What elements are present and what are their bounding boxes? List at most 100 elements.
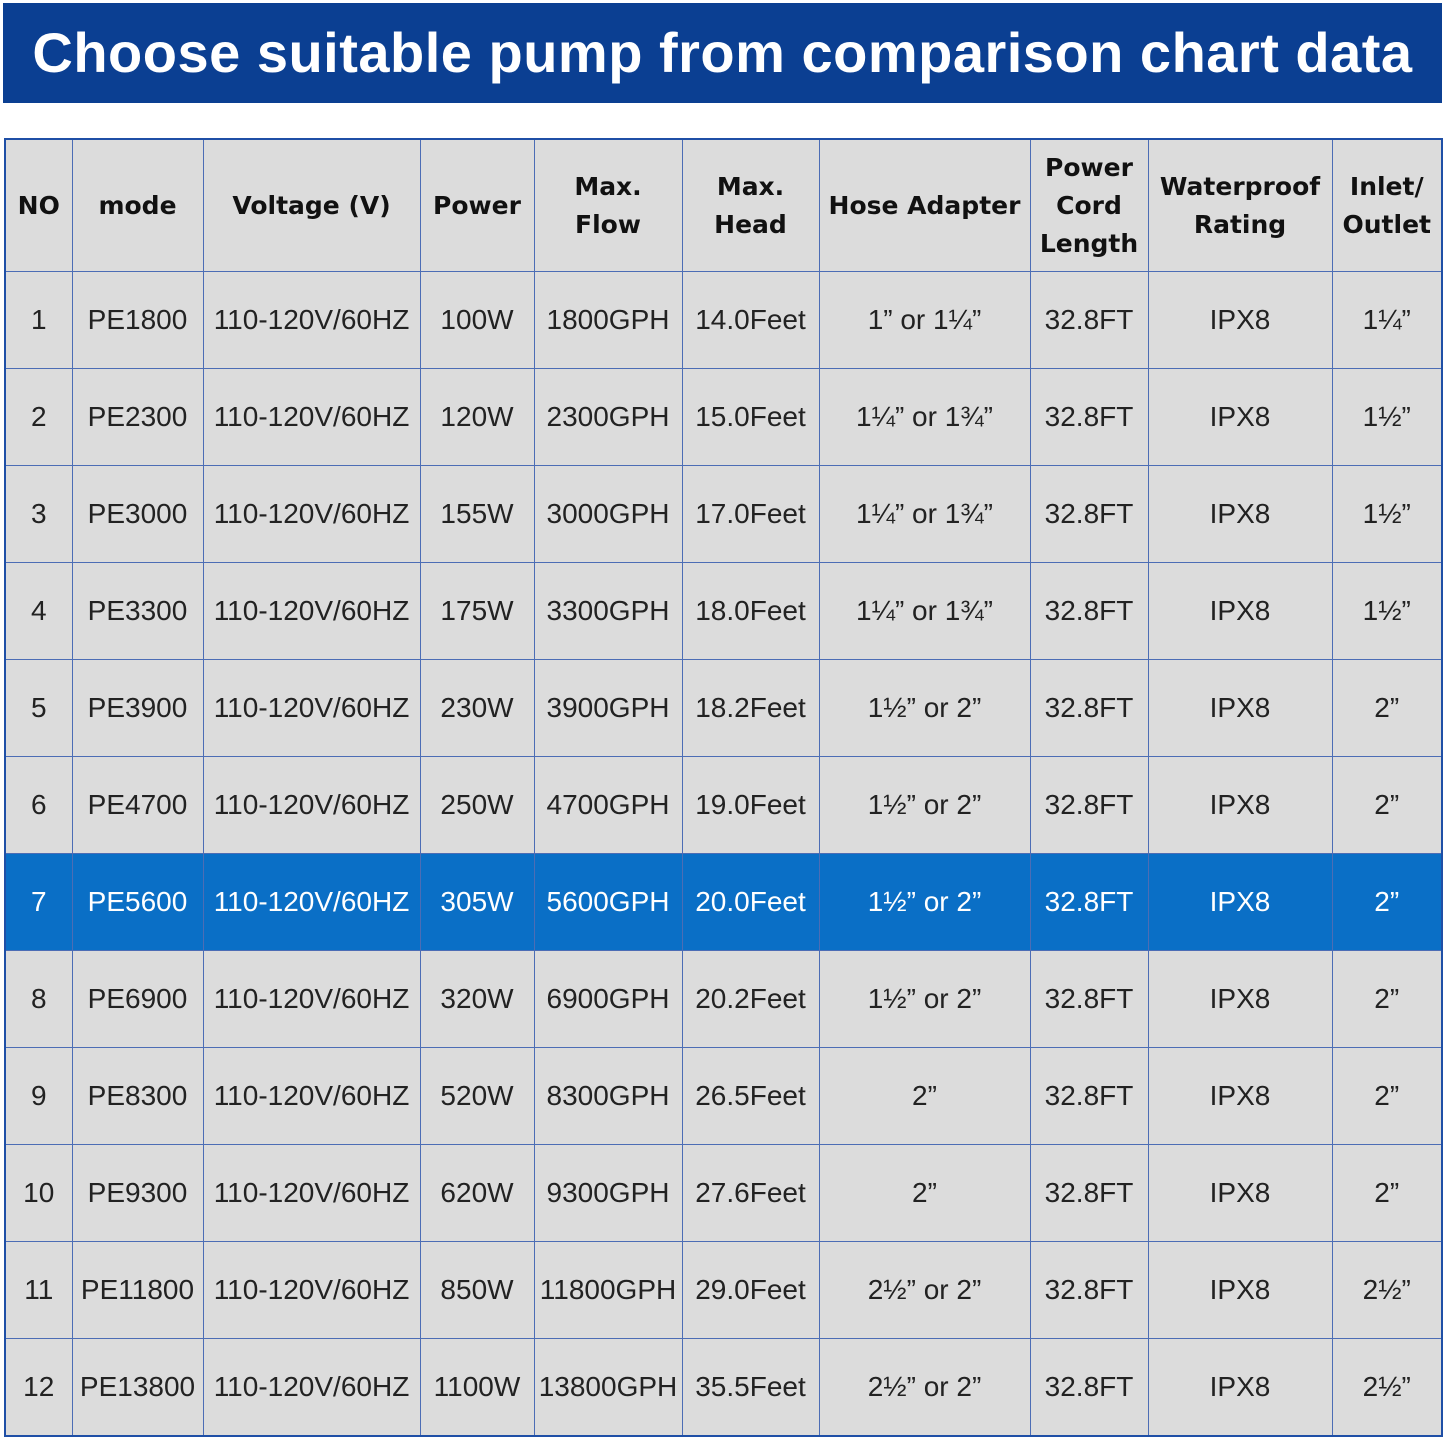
table-cell: 110-120V/60HZ [202,853,421,951]
table-cell: 1½” or 2” [818,853,1031,951]
table-cell: 5600GPH [533,853,683,951]
table-cell: 2” [1331,853,1443,951]
table-cell: PE11800 [71,1241,204,1339]
table-cell: 110-120V/60HZ [202,1338,421,1437]
table-cell: 620W [419,1144,535,1242]
table-cell: PE4700 [71,756,204,854]
column-header: Inlet/ Outlet [1331,138,1443,272]
table-cell: 32.8FT [1029,368,1149,466]
table-cell: 19.0Feet [681,756,820,854]
table-cell: 1 [4,271,73,369]
table-row: 3 PE3000 110-120V/60HZ 155W 3000GPH 17.0Feet 1… [4,465,1443,563]
column-header: Waterproof Rating [1147,138,1333,272]
table-cell: 32.8FT [1029,1241,1149,1339]
table-cell: 110-120V/60HZ [202,1144,421,1242]
table-cell: IPX8 [1147,562,1333,660]
table-cell: 6 [4,756,73,854]
table-cell: PE3900 [71,659,204,757]
table-row: 9 PE8300 110-120V/60HZ 520W 8300GPH 26.5Feet 2… [4,1047,1443,1145]
table-cell: PE8300 [71,1047,204,1145]
table-body: 1 PE1800 110-120V/60HZ 100W 1800GPH 14.0Feet 1… [4,271,1443,1437]
table-cell: PE2300 [71,368,204,466]
table-row: 6 PE4700 110-120V/60HZ 250W 4700GPH 19.0Feet 1… [4,756,1443,854]
table-cell: 110-120V/60HZ [202,1241,421,1339]
table-cell: 32.8FT [1029,1047,1149,1145]
table-cell: 110-120V/60HZ [202,562,421,660]
table-cell: 1¼” or 1¾” [818,368,1031,466]
table-row: 5 PE3900 110-120V/60HZ 230W 3900GPH 18.2Feet 1… [4,659,1443,757]
table-cell: 1100W [419,1338,535,1437]
table-cell: 1½” or 2” [818,659,1031,757]
table-cell: IPX8 [1147,756,1333,854]
table-cell: 32.8FT [1029,465,1149,563]
comparison-table: NO mode Voltage (V) Power Max. Flow Max. Head… [4,138,1443,1437]
table-cell: IPX8 [1147,1144,1333,1242]
table-cell: 1½” or 2” [818,756,1031,854]
column-header: NO [4,138,73,272]
column-header: Hose Adapter [818,138,1031,272]
table-cell: 1½” [1331,368,1443,466]
table-cell: 32.8FT [1029,1338,1149,1437]
title-banner: Choose suitable pump from comparison cha… [3,3,1442,103]
table-cell: 32.8FT [1029,950,1149,1048]
table-cell: PE1800 [71,271,204,369]
table-cell: 10 [4,1144,73,1242]
table-cell: 32.8FT [1029,271,1149,369]
table-cell: 1½” [1331,465,1443,563]
table-cell: 35.5Feet [681,1338,820,1437]
column-header: mode [71,138,204,272]
table-row: 10 PE9300 110-120V/60HZ 620W 9300GPH 27.6Feet… [4,1144,1443,1242]
header-row: NO mode Voltage (V) Power Max. Flow Max. Head… [4,138,1443,272]
column-header: Power Cord Length [1029,138,1149,272]
table-cell: 18.0Feet [681,562,820,660]
table-cell: 250W [419,756,535,854]
table-cell: 2” [818,1144,1031,1242]
table-cell: 2” [1331,756,1443,854]
table-row: 1 PE1800 110-120V/60HZ 100W 1800GPH 14.0Feet 1… [4,271,1443,369]
table-cell: 4700GPH [533,756,683,854]
table-cell: IPX8 [1147,950,1333,1048]
table-cell: 230W [419,659,535,757]
table-cell: 4 [4,562,73,660]
table-cell: IPX8 [1147,1338,1333,1437]
table-cell: 8 [4,950,73,1048]
table-cell: 320W [419,950,535,1048]
table-cell: 8300GPH [533,1047,683,1145]
table-cell: 110-120V/60HZ [202,756,421,854]
table-cell: 120W [419,368,535,466]
table-cell: 2½” [1331,1241,1443,1339]
table-row: 4 PE3300 110-120V/60HZ 175W 3300GPH 18.0Feet 1… [4,562,1443,660]
table-cell: 3300GPH [533,562,683,660]
table-cell: 9 [4,1047,73,1145]
table-cell: PE3000 [71,465,204,563]
table-cell: IPX8 [1147,853,1333,951]
table-cell: 175W [419,562,535,660]
table-cell: 2” [1331,1047,1443,1145]
table-row: 11 PE11800 110-120V/60HZ 850W 11800GPH 29.0Fe… [4,1241,1443,1339]
table-cell: 5 [4,659,73,757]
column-header: Max. Head [681,138,820,272]
table-cell: 15.0Feet [681,368,820,466]
table-cell: 305W [419,853,535,951]
table-cell: IPX8 [1147,1241,1333,1339]
table-cell: 27.6Feet [681,1144,820,1242]
table-cell: 1¼” or 1¾” [818,562,1031,660]
table-cell: 1¼” or 1¾” [818,465,1031,563]
table-cell: PE3300 [71,562,204,660]
table-row: 7 PE5600 110-120V/60HZ 305W 5600GPH 20.0Feet 1… [4,853,1443,951]
table-cell: 2” [1331,1144,1443,1242]
table-cell: 1800GPH [533,271,683,369]
table-cell: 110-120V/60HZ [202,659,421,757]
table-cell: 110-120V/60HZ [202,1047,421,1145]
table-cell: 32.8FT [1029,659,1149,757]
table-cell: 850W [419,1241,535,1339]
column-header: Power [419,138,535,272]
table-cell: 11 [4,1241,73,1339]
table-cell: 3000GPH [533,465,683,563]
table-cell: 32.8FT [1029,562,1149,660]
table-cell: 1½” [1331,562,1443,660]
table-cell: 6900GPH [533,950,683,1048]
table-row: 2 PE2300 110-120V/60HZ 120W 2300GPH 15.0Feet 1… [4,368,1443,466]
table-cell: 2½” or 2” [818,1338,1031,1437]
